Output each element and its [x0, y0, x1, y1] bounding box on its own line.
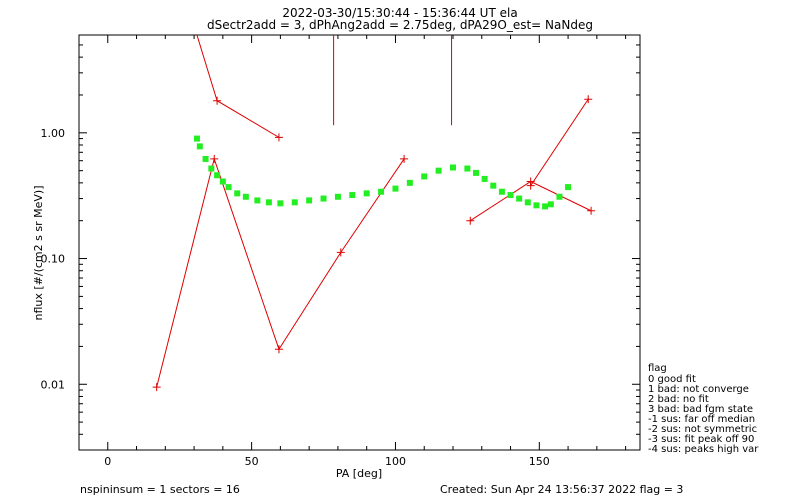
fit-point	[349, 192, 356, 199]
fit-point	[556, 193, 563, 200]
fit-point	[516, 195, 523, 202]
y-axis-label: nflux [#/(cm2 s sr MeV)]	[32, 186, 45, 321]
data-point	[336, 248, 345, 257]
data-point	[466, 216, 475, 225]
data-point	[274, 345, 283, 354]
legend-item: 3 bad: bad fgm state	[648, 404, 753, 415]
title-line-1: 2022-03-30/15:30:44 - 15:36:44 UT ela	[282, 6, 517, 20]
x-axis-ticks: 0 50 100 150	[104, 35, 627, 468]
fit-point	[306, 197, 313, 204]
fit-point	[490, 182, 497, 189]
legend: flag 0 good fit 1 bad: not converge 2 ba…	[648, 363, 759, 455]
title-line-2: dSectr2add = 3, dPhAng2add = 2.75deg, dP…	[207, 18, 593, 32]
data-point	[274, 133, 283, 142]
fit-point	[547, 201, 554, 208]
fit-point	[533, 202, 540, 209]
series-line	[530, 98, 589, 186]
data-point	[210, 154, 219, 163]
data-series	[152, 34, 596, 392]
fit-point	[208, 165, 215, 172]
fit-point	[542, 203, 549, 210]
fit-point	[498, 188, 505, 195]
x-tick-label: 100	[385, 455, 406, 468]
fit-point	[291, 199, 298, 206]
fit-point	[565, 184, 572, 191]
fit-point	[234, 190, 241, 197]
x-tick-label: 0	[104, 455, 111, 468]
fit-point	[334, 193, 341, 200]
legend-item: 1 bad: not converge	[648, 384, 749, 395]
y-axis-ticks: 0.01 0.10 1.00	[41, 34, 640, 451]
fit-point	[202, 155, 209, 162]
series-line	[196, 34, 280, 138]
fit-point	[464, 165, 471, 172]
footer-right: Created: Sun Apr 24 13:56:37 2022 flag =…	[440, 483, 683, 496]
legend-item: -1 sus: far off median	[648, 414, 755, 425]
fit-point	[421, 173, 428, 180]
data-point	[152, 383, 161, 392]
data-point	[584, 95, 593, 104]
footer-left: nspininsum = 1 sectors = 16	[80, 483, 240, 496]
fit-point	[473, 169, 480, 176]
data-point	[400, 154, 409, 163]
fit-point	[450, 164, 456, 171]
fit-point	[320, 195, 327, 202]
fit-point	[481, 175, 488, 182]
fit-point	[277, 200, 284, 207]
y-tick-label: 0.10	[41, 253, 66, 266]
fit-point	[254, 197, 261, 204]
legend-item: 2 bad: no fit	[648, 394, 709, 405]
plot-frame	[78, 34, 641, 451]
legend-item: -4 sus: peaks high var	[648, 444, 759, 455]
fit-point	[265, 199, 272, 206]
fit-point	[406, 179, 413, 186]
fit-point	[219, 178, 226, 185]
fit-point	[435, 167, 442, 174]
fit-point	[193, 135, 200, 142]
x-tick-label: 150	[529, 455, 550, 468]
fit-point	[392, 185, 399, 192]
data-point	[213, 96, 222, 105]
legend-title: flag	[648, 363, 667, 374]
fit-point	[524, 199, 531, 206]
y-tick-label: 0.01	[41, 378, 66, 391]
fit-point	[196, 143, 203, 150]
legend-item: -3 sus: fit peak off 90	[648, 434, 754, 445]
legend-item: -2 sus: not symmetric	[648, 424, 757, 435]
legend-item: 0 good fit	[648, 374, 696, 385]
x-tick-label: 50	[245, 455, 259, 468]
fit-point	[363, 190, 370, 197]
data-point	[587, 206, 596, 215]
fit-point	[225, 184, 232, 191]
fit-point	[214, 172, 221, 179]
data-point	[526, 181, 535, 190]
fit-point	[378, 188, 385, 195]
fit-point	[507, 192, 514, 199]
fit-point	[242, 193, 249, 200]
y-tick-label: 1.00	[41, 127, 66, 140]
x-axis-label: PA [deg]	[336, 467, 382, 480]
